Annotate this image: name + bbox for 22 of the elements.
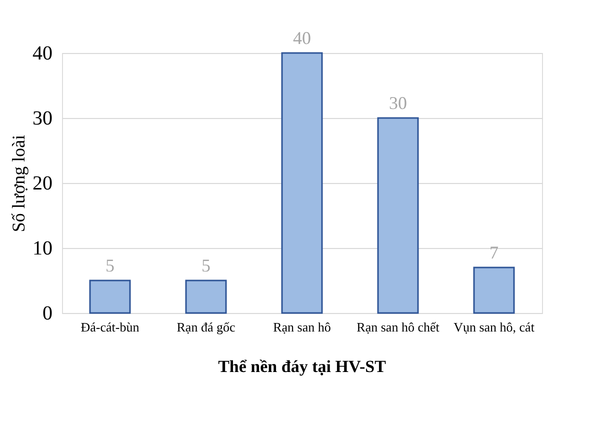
x-tick-label: Vụn san hô, cát (454, 320, 535, 334)
y-tick-label: 30 (32, 108, 52, 130)
x-tick-label: Rạn san hô chết (356, 320, 440, 334)
text: Thể nền đáy tại HV-ST (218, 357, 387, 376)
data-label: 30 (389, 93, 407, 113)
y-tick-label: 20 (32, 172, 52, 194)
y-tick-label: 40 (32, 42, 52, 64)
x-tick-label: Rạn san hô (273, 320, 331, 334)
y-tick-label: 10 (32, 238, 52, 260)
x-tick-label: Rạn đá gốc (176, 320, 236, 334)
data-label: 5 (202, 256, 210, 276)
data-label: 7 (490, 242, 498, 262)
y-axis-title: Số lượng loài (8, 134, 28, 232)
bar (281, 52, 323, 314)
bar (185, 280, 227, 314)
data-label: 5 (106, 256, 114, 276)
bar (89, 280, 131, 314)
bar (473, 266, 515, 314)
x-tick-label: Đá-cát-bùn (80, 320, 140, 334)
bar (377, 117, 419, 314)
y-tick-label: 0 (42, 302, 52, 324)
data-label: 40 (293, 28, 311, 48)
